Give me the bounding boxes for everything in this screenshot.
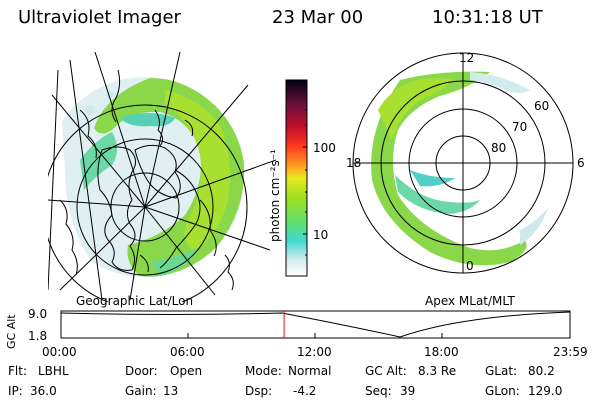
mode-label: Mode:: [245, 364, 282, 378]
colorbar-gradient: [286, 80, 307, 276]
apex-image-panel: 12 18 6 0 60 70 80: [346, 51, 585, 274]
gain-label: Gain:: [125, 384, 157, 398]
lat-label-80: 80: [491, 141, 506, 155]
glon-label: GLon:: [485, 384, 520, 398]
gain-value: 13: [163, 384, 179, 398]
colorbar-tick-10: 10: [313, 228, 328, 242]
mlt-label-0: 0: [466, 259, 474, 273]
filter-label: Flt:: [8, 364, 27, 378]
altitude-ytick-max: 9.0: [28, 307, 48, 321]
geo-meridians: [48, 52, 276, 301]
altitude-ylabel: GC Alt: [5, 314, 18, 349]
geo-coastlines: [59, 69, 234, 291]
ip-label: IP:: [8, 384, 23, 398]
colorbar-unit-label: photon cm⁻²s⁻¹: [268, 149, 282, 242]
glon-value: 129.0: [528, 384, 563, 398]
time-label: 10:31:18 UT: [432, 7, 543, 28]
altitude-x-ticks: [60, 333, 571, 338]
seq-value: 39: [400, 384, 416, 398]
mode-value: Normal: [288, 364, 332, 378]
mlt-label-12: 12: [459, 51, 474, 65]
altitude-xtick-2359: 23:59: [553, 345, 588, 359]
lat-label-60: 60: [534, 99, 549, 113]
date-label: 23 Mar 00: [272, 7, 364, 28]
geo-panel-caption: Geographic Lat/Lon: [76, 294, 194, 308]
ip-value: 36.0: [30, 384, 57, 398]
altitude-curve: [60, 311, 571, 338]
instrument-title: Ultraviolet Imager: [18, 7, 181, 28]
apex-panel-caption: Apex MLat/MLT: [425, 294, 515, 308]
altitude-xtick-1800: 18:00: [424, 345, 459, 359]
lat-label-70: 70: [512, 120, 527, 134]
geo-latitude-circles: [48, 104, 248, 302]
altitude-ytick-min: 1.8: [28, 329, 48, 343]
glat-value: 80.2: [528, 364, 555, 378]
seq-label: Seq:: [365, 384, 392, 398]
dsp-label: Dsp:: [245, 384, 273, 398]
filter-value: LBHL: [38, 364, 69, 378]
door-value: Open: [170, 364, 203, 378]
gc-alt-label: GC Alt:: [365, 364, 407, 378]
door-label: Door:: [125, 364, 158, 378]
apex-mlt-lines: [353, 53, 573, 273]
altitude-plot: [60, 310, 571, 339]
colorbar: 100 10 photon cm⁻²s⁻¹: [268, 79, 336, 277]
gc-alt-value: 8.3 Re: [418, 364, 457, 378]
glat-label: GLat:: [485, 364, 518, 378]
colorbar-ticks: [303, 92, 307, 256]
altitude-xtick-0000: 00:00: [42, 345, 77, 359]
colorbar-tick-100: 100: [313, 141, 336, 155]
dsp-value: -4.2: [293, 384, 317, 398]
mlt-label-6: 6: [577, 156, 585, 170]
altitude-xtick-1200: 12:00: [297, 345, 332, 359]
altitude-xtick-0600: 06:00: [170, 345, 205, 359]
mlt-label-18: 18: [346, 156, 361, 170]
geographic-image-panel: [48, 52, 276, 302]
